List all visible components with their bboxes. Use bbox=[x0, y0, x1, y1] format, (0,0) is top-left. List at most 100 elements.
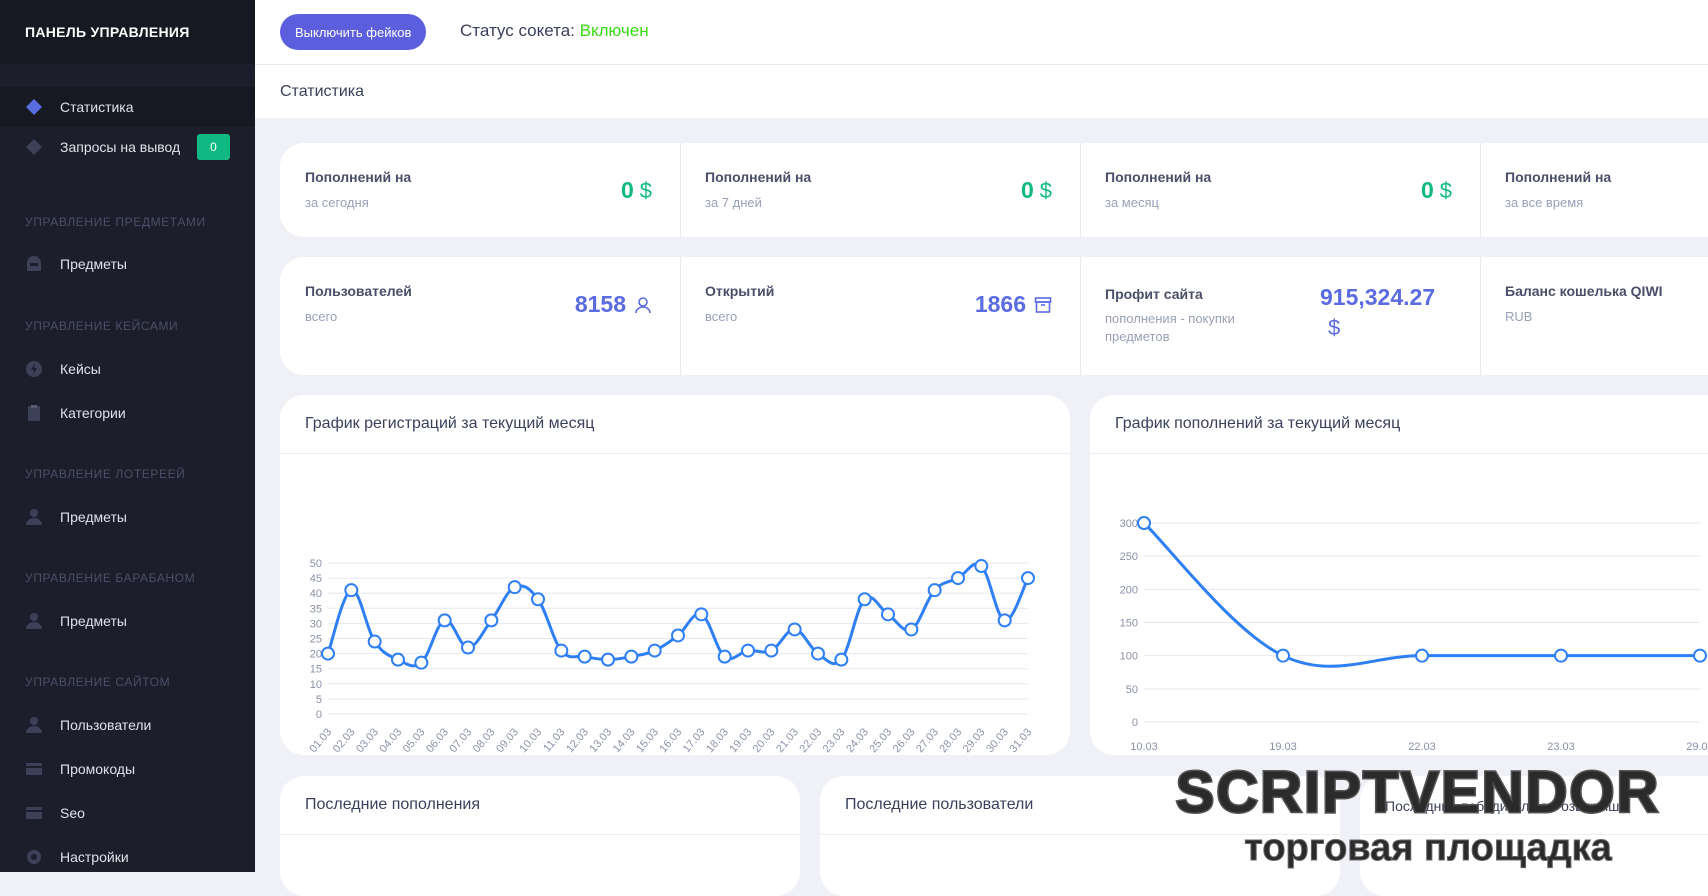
stat-subtitle: за 7 дней bbox=[705, 195, 762, 210]
stat-subtitle: всего bbox=[305, 309, 338, 324]
x-tick-label: 19.03 bbox=[1269, 741, 1297, 753]
x-tick-label: 10.03 bbox=[1130, 741, 1158, 753]
profit-amount: 915,324.27 bbox=[1320, 284, 1436, 310]
sidebar: ПАНЕЛЬ УПРАВЛЕНИЯ Статистика Запросы на … bbox=[0, 0, 255, 872]
x-tick-label: 23.03 bbox=[821, 726, 848, 753]
x-tick-label: 28.03 bbox=[937, 726, 964, 753]
socket-status-value: Включен bbox=[579, 21, 649, 40]
x-tick-label: 06.03 bbox=[424, 726, 451, 753]
deposits-week: Пополнений на за 7 дней 0 $ bbox=[680, 143, 1081, 237]
deposit-amount: 0 bbox=[1020, 177, 1034, 203]
diamond-icon bbox=[24, 97, 44, 117]
y-tick-label: 40 bbox=[310, 588, 322, 600]
watermark-line1-fill: SCRIPTVENDOR bbox=[1176, 760, 1661, 825]
data-point bbox=[857, 592, 872, 607]
data-point bbox=[671, 628, 685, 643]
sidebar-item-seo[interactable]: Seo bbox=[0, 793, 255, 833]
breadcrumb: Статистика bbox=[255, 65, 1708, 118]
diamond-icon bbox=[24, 137, 44, 157]
x-tick-label: 29.03 bbox=[961, 726, 988, 753]
y-tick-label: 20 bbox=[310, 649, 322, 661]
registrations-line-chart: 0 5 10 15 20 25 30 35 40 45 50 01.0302.0303.0304.03… bbox=[307, 558, 1035, 753]
x-tick-label: 05.03 bbox=[401, 726, 428, 753]
deposits-today: Пополнений на за сегодня 0 $ bbox=[280, 143, 681, 237]
bolt-icon bbox=[24, 359, 44, 379]
y-tick-label: 15 bbox=[310, 664, 322, 676]
data-point bbox=[927, 583, 942, 598]
y-tick-label: 200 bbox=[1120, 584, 1138, 596]
card-icon bbox=[24, 803, 44, 823]
deposit-amount: 0 bbox=[620, 177, 634, 203]
x-tick-label: 02.03 bbox=[331, 726, 358, 753]
sidebar-item-label: Предметы bbox=[60, 256, 127, 272]
sidebar-item-lottery-items[interactable]: Предметы bbox=[0, 497, 255, 537]
data-point bbox=[367, 634, 382, 649]
stat-value: 1866 bbox=[975, 291, 1052, 318]
data-point bbox=[997, 613, 1012, 628]
stat-value: 915,324.27 $ bbox=[1320, 284, 1460, 341]
x-tick-label: 11.03 bbox=[541, 726, 567, 753]
sidebar-item-categories[interactable]: Категории bbox=[0, 393, 255, 433]
y-tick-label: 5 bbox=[316, 694, 322, 706]
socket-status-label: Статус сокета: bbox=[460, 21, 575, 40]
data-point bbox=[1021, 571, 1035, 586]
users-count: 8158 bbox=[574, 291, 626, 317]
x-tick-label: 04.03 bbox=[377, 726, 404, 753]
scriptvendor-watermark: SCRIPTVENDOR SCRIPTVENDOR торговая площа… bbox=[1174, 760, 1661, 870]
withdrawals-count-badge: 0 bbox=[197, 134, 230, 160]
data-point bbox=[554, 643, 569, 658]
sidebar-item-label: Категории bbox=[60, 405, 126, 421]
sidebar-item-settings[interactable]: Настройки bbox=[0, 837, 255, 877]
openings-stat: Открытий всего 1866 bbox=[680, 257, 1081, 375]
x-tick-label: 01.03 bbox=[307, 726, 334, 753]
profit-stat: Профит сайта пополнения - покупки предме… bbox=[1080, 257, 1481, 375]
sidebar-item-items[interactable]: Предметы bbox=[0, 244, 255, 284]
stat-subtitle: пополнения - покупки предметов bbox=[1105, 311, 1235, 344]
sidebar-item-label: Кейсы bbox=[60, 361, 101, 377]
sidebar-item-statistics[interactable]: Статистика bbox=[0, 87, 255, 127]
sidebar-item-withdrawals[interactable]: Запросы на вывод 0 bbox=[0, 127, 255, 167]
data-point bbox=[1415, 648, 1429, 663]
deposits-chart-card: График пополнений за текущий месяц 0 50 10… bbox=[1090, 395, 1708, 755]
panel-title: Последние пополнения bbox=[305, 796, 481, 813]
y-tick-label: 45 bbox=[310, 573, 322, 585]
sidebar-item-users[interactable]: Пользователи bbox=[0, 705, 255, 745]
dollar-icon: $ bbox=[1328, 315, 1341, 340]
card-icon bbox=[24, 759, 44, 779]
x-tick-label: 09.03 bbox=[494, 726, 521, 753]
archive-icon bbox=[1034, 296, 1052, 314]
disable-fakes-button[interactable]: Выключить фейков bbox=[280, 14, 427, 50]
data-point bbox=[531, 592, 545, 607]
deposit-amount: 0 bbox=[1420, 177, 1434, 203]
sidebar-item-label: Предметы bbox=[60, 613, 127, 629]
data-point bbox=[1693, 648, 1707, 663]
y-tick-label: 0 bbox=[1132, 717, 1138, 729]
x-tick-label: 24.03 bbox=[844, 726, 871, 753]
sidebar-item-cases[interactable]: Кейсы bbox=[0, 349, 255, 389]
sidebar-item-label: Запросы на вывод bbox=[60, 139, 181, 155]
x-tick-label: 26.03 bbox=[891, 726, 918, 753]
openings-count: 1866 bbox=[974, 291, 1026, 317]
dollar-icon: $ bbox=[1039, 177, 1052, 203]
stat-value: 0 $ bbox=[1421, 177, 1452, 204]
x-tick-label: 19.03 bbox=[727, 726, 754, 753]
helmet-icon bbox=[24, 254, 44, 274]
data-point bbox=[437, 613, 452, 628]
sidebar-item-wheel-items[interactable]: Предметы bbox=[0, 601, 255, 641]
stat-title: Открытий bbox=[705, 283, 775, 299]
stat-subtitle: за сегодня bbox=[305, 195, 369, 210]
data-point bbox=[694, 607, 709, 622]
user-icon bbox=[24, 715, 44, 735]
x-tick-label: 07.03 bbox=[447, 726, 474, 753]
y-tick-label: 150 bbox=[1120, 618, 1138, 630]
divider bbox=[1360, 834, 1708, 835]
y-tick-label: 50 bbox=[1126, 684, 1138, 696]
stat-title: Пополнений на bbox=[1105, 169, 1212, 185]
user-icon bbox=[24, 507, 44, 527]
sidebar-item-label: Настройки bbox=[60, 849, 129, 865]
x-tick-label: 23.03 bbox=[1547, 741, 1575, 753]
stat-title: Пополнений на bbox=[705, 169, 812, 185]
y-tick-label: 0 bbox=[316, 709, 322, 721]
sidebar-item-promocodes[interactable]: Промокоды bbox=[0, 749, 255, 789]
user-icon bbox=[24, 611, 44, 631]
